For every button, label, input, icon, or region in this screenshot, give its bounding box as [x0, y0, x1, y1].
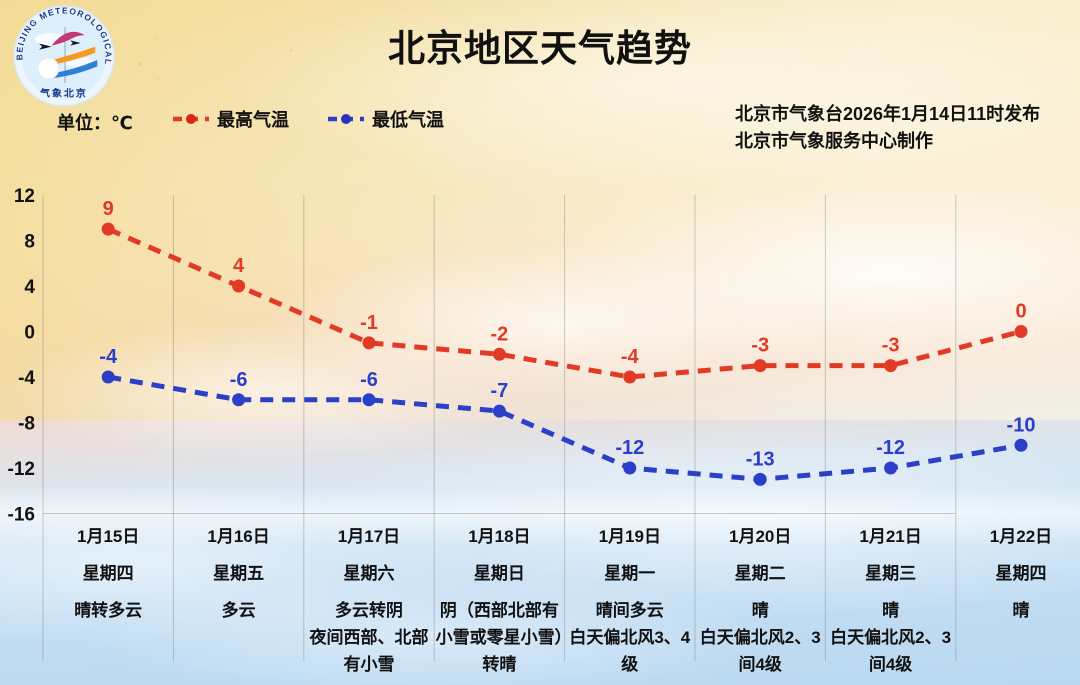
logo-blue-ribbon [45, 60, 98, 79]
legend-label-low-temp: 最低气温 [372, 110, 444, 130]
legend-label-high-temp: 最高气温 [217, 110, 289, 130]
y-axis-tick: -12 [8, 459, 35, 480]
y-axis-tick: 12 [14, 186, 35, 207]
data-point [232, 279, 246, 293]
low-temp-line [107, 374, 1022, 482]
data-point [1014, 325, 1028, 338]
point-value-label: -4 [99, 346, 118, 368]
issued-info: 北京市气象台2026年1月14日11时发布 北京市气象服务中心制作 [735, 101, 1040, 155]
data-point [362, 393, 376, 407]
data-point [753, 359, 767, 373]
point-value-label: -12 [876, 437, 905, 459]
issued-line-2: 北京市气象服务中心制作 [735, 131, 933, 151]
logo-arrow-right [70, 40, 81, 46]
point-value-label: -6 [360, 369, 378, 391]
data-point [1014, 438, 1028, 452]
logo-arrow-left [39, 43, 52, 50]
data-point [753, 472, 767, 486]
high-temp-line-icon [173, 114, 209, 124]
data-point [232, 393, 246, 407]
logo-bottom-text: 气象北京 [39, 87, 88, 100]
point-value-label: 0 [1015, 301, 1026, 323]
page-title: 北京地区天气趋势 [388, 28, 692, 69]
data-point [884, 359, 898, 373]
beijing-meteorological-service-logo: BEIJING METEOROLOGICAL SERVICE 气象北京 [12, 4, 115, 107]
point-value-label: -7 [491, 380, 509, 402]
legend-item-low-temp: 最低气温 [327, 106, 444, 132]
point-value-label: -13 [746, 448, 775, 470]
y-axis-tick: -8 [18, 414, 35, 435]
legend-item-high-temp: 最高气温 [172, 106, 289, 132]
chart-legend: 最高气温 最低气温 [172, 106, 444, 132]
low-temp-line-icon [328, 114, 364, 124]
point-value-label: -1 [360, 312, 378, 334]
data-point [492, 404, 506, 418]
point-value-label: -3 [882, 335, 900, 357]
data-point [884, 461, 898, 475]
point-value-label: -6 [230, 369, 248, 391]
y-axis-tick: 0 [24, 323, 35, 344]
point-value-label: -2 [491, 323, 509, 345]
data-point [623, 461, 637, 475]
data-point [623, 370, 637, 384]
y-axis-tick: -4 [18, 368, 35, 389]
data-point [492, 347, 506, 361]
background-torn-edge [0, 486, 1080, 546]
y-axis-tick: 8 [24, 232, 35, 253]
unit-label: 单位：℃ [57, 113, 133, 133]
point-value-label: 4 [233, 255, 245, 277]
y-axis-tick: 4 [24, 277, 35, 298]
point-value-label: -4 [621, 346, 640, 368]
y-axis-tick: -16 [8, 505, 35, 526]
logo-red-ribbon [51, 31, 85, 46]
point-value-label: -10 [1007, 414, 1036, 436]
point-value-label: -3 [751, 335, 769, 357]
high-temp-line [107, 226, 1022, 380]
issued-line-1: 北京市气象台2026年1月14日11时发布 [735, 104, 1041, 124]
data-point [101, 222, 115, 236]
logo-radar-dome [37, 57, 60, 80]
data-point [101, 370, 115, 384]
point-value-label: -12 [615, 437, 644, 459]
point-value-label: 9 [103, 198, 114, 220]
data-point [362, 336, 376, 350]
